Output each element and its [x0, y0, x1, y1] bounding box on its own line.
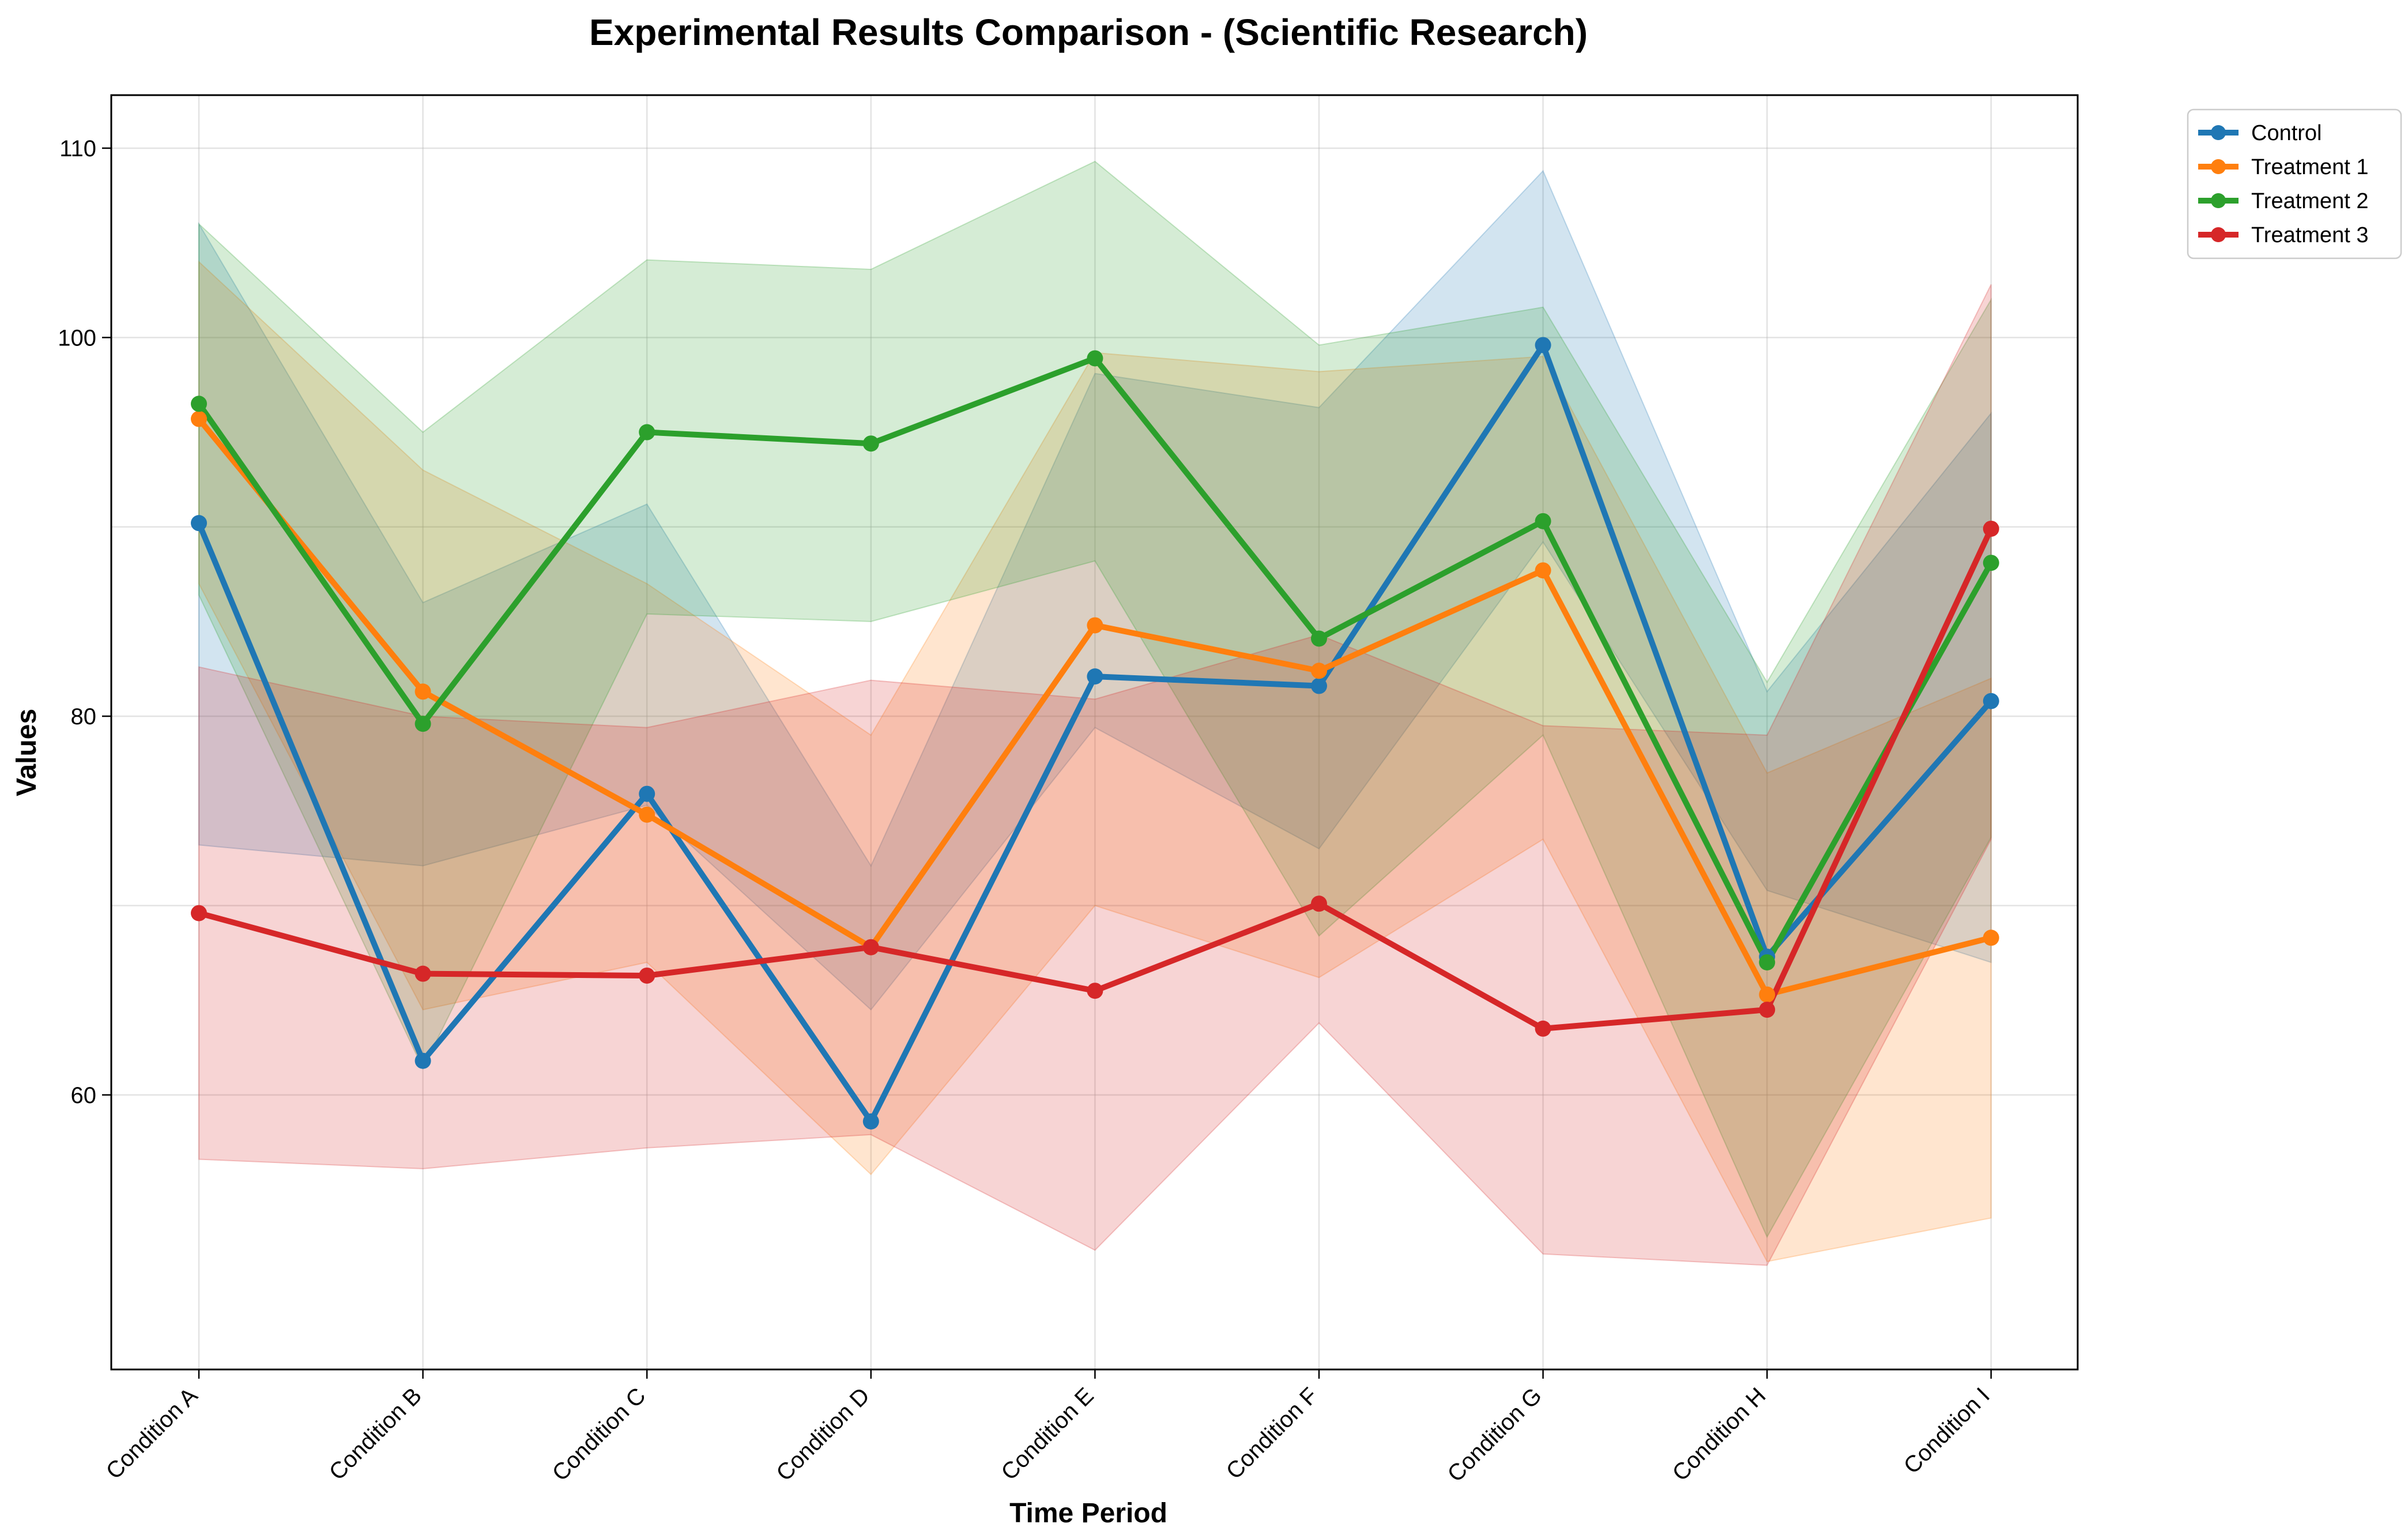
chart-title: Experimental Results Comparison - (Scien… [589, 12, 1588, 53]
legend-swatch-marker [2211, 125, 2226, 140]
data-point [1983, 520, 1999, 537]
x-axis-ticks: Condition A Condition B Condition C Conditi… [101, 1369, 1995, 1487]
data-point [1311, 663, 1327, 679]
legend-box [2187, 108, 2402, 259]
y-tick-label: 60 [71, 1083, 97, 1108]
data-point [639, 967, 655, 984]
data-point [1535, 337, 1551, 353]
x-tick-label: Condition C [548, 1383, 651, 1486]
legend-label: Treatment 3 [2251, 223, 2368, 247]
data-point [1983, 930, 1999, 946]
data-point [1983, 693, 1999, 709]
x-tick-label: Condition D [771, 1383, 875, 1486]
x-tick-label: Condition I [1899, 1383, 1995, 1478]
series-points [191, 337, 1999, 1130]
x-tick-label: Condition H [1668, 1383, 1771, 1486]
data-point [862, 939, 879, 955]
x-tick-label: Condition E [996, 1383, 1098, 1485]
confidence-band [198, 284, 1992, 1266]
data-point [414, 716, 431, 732]
x-tick-label: Condition A [101, 1383, 203, 1484]
data-point [1983, 555, 1999, 571]
legend-swatch-marker [2211, 193, 2226, 208]
data-point [191, 905, 207, 921]
data-point [639, 785, 655, 802]
data-point [1535, 513, 1551, 529]
legend-label: Control [2251, 121, 2322, 145]
data-point [191, 411, 207, 427]
y-axis-label: Values [12, 709, 42, 796]
y-tick-label: 110 [59, 136, 96, 161]
x-tick-label: Condition G [1442, 1383, 1546, 1487]
data-point [1311, 895, 1327, 912]
data-point [1759, 954, 1776, 970]
confidence-band [198, 260, 1992, 1262]
data-point [1759, 1002, 1776, 1018]
legend-swatch-marker [2211, 227, 2226, 242]
legend-label: Treatment 1 [2251, 155, 2368, 179]
data-point [1535, 1020, 1551, 1037]
y-axis-ticks: 60 80 100 110 [58, 136, 111, 1108]
data-point [862, 1113, 879, 1130]
x-tick-label: Condition B [325, 1383, 427, 1485]
data-point [1087, 350, 1103, 367]
data-point [1759, 986, 1776, 1003]
data-point [414, 683, 431, 700]
data-point [191, 515, 207, 532]
data-point [862, 435, 879, 452]
data-point [1087, 617, 1103, 634]
data-point [414, 1052, 431, 1069]
data-point [1311, 678, 1327, 694]
y-tick-label: 100 [58, 325, 96, 351]
data-point [1535, 562, 1551, 579]
x-axis-label: Time Period [1009, 1498, 1167, 1529]
legend-swatch-marker [2211, 159, 2226, 174]
data-point [414, 965, 431, 982]
legend-label: Treatment 2 [2251, 189, 2368, 213]
data-point [1087, 668, 1103, 685]
data-point [1311, 630, 1327, 647]
x-tick-label: Condition F [1222, 1383, 1323, 1484]
legend: Control Treatment 1 Treatment 2 Treatment 3 [2187, 108, 2402, 259]
y-tick-label: 80 [71, 704, 97, 729]
data-point [639, 806, 655, 823]
grid [111, 95, 2078, 1369]
data-point [639, 424, 655, 441]
data-point [191, 396, 207, 412]
data-point [1087, 983, 1103, 999]
